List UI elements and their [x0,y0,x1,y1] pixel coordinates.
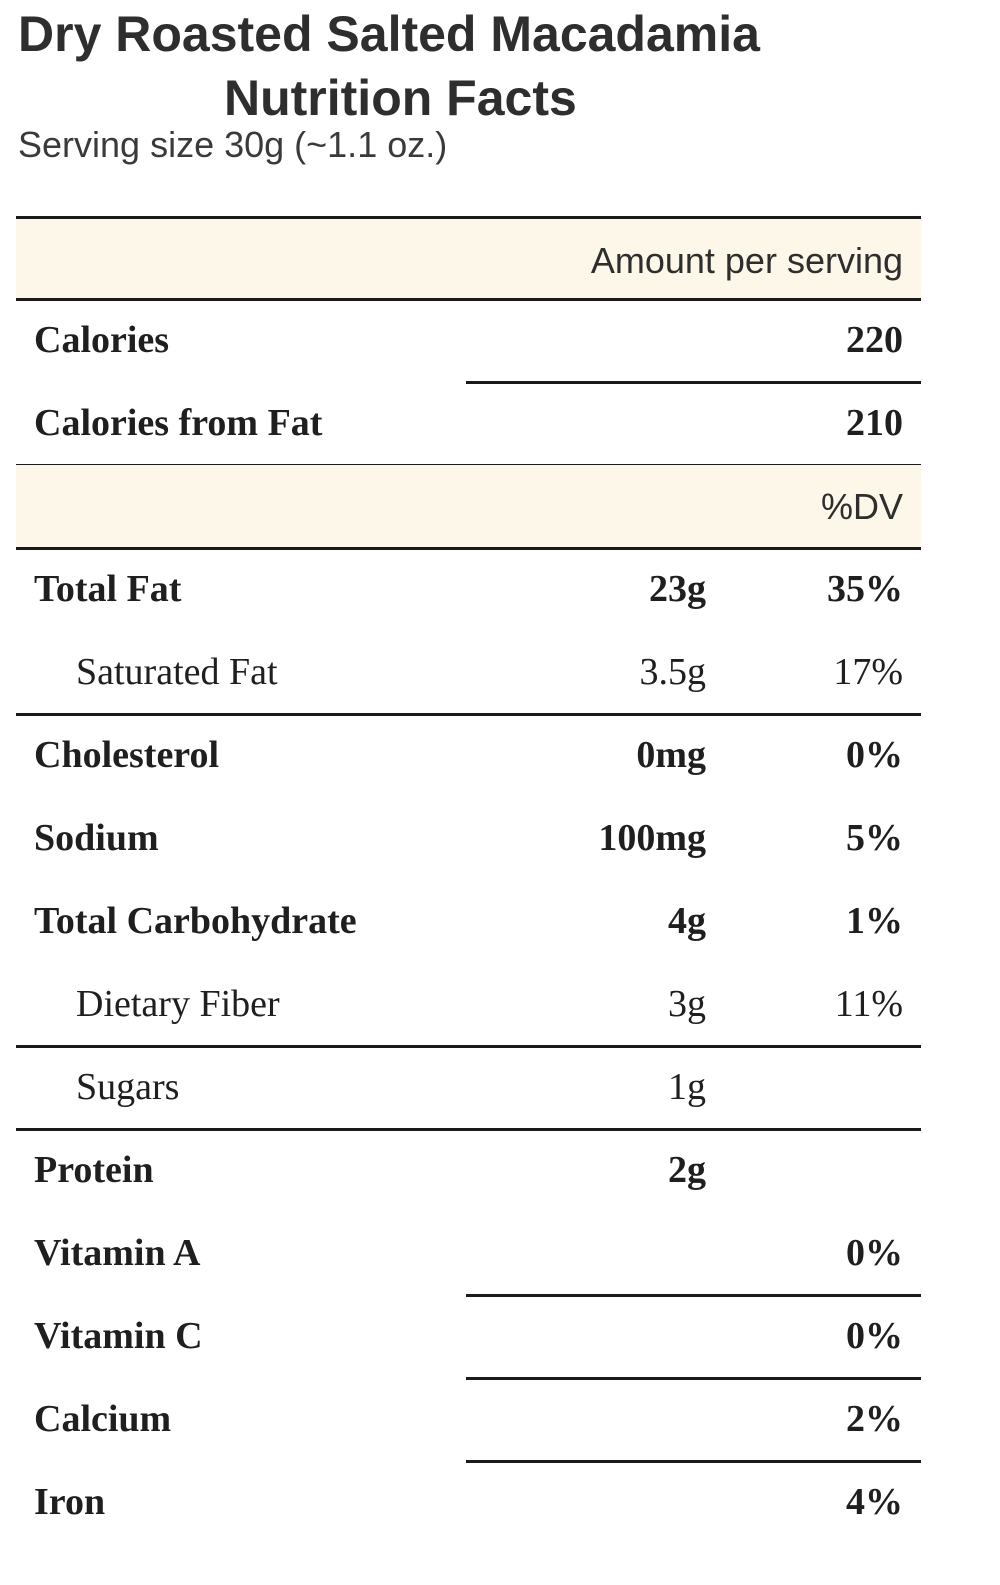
calories-from-fat-value: 210 [846,402,903,444]
divider [466,1377,921,1380]
divider [466,381,921,384]
divider [466,1294,921,1297]
divider [16,547,921,550]
nutrient-label: Total Fat [34,568,182,610]
vitamin-dv: 0% [846,1315,903,1357]
amount-header-row: Amount per serving [16,216,921,301]
nutrient-row: Saturated Fat 3.5g 17% [16,631,921,716]
product-title: Dry Roasted Salted Macadamia Nutrition F… [18,2,818,130]
nutrient-dv: 11% [834,983,903,1025]
nutrient-label: Total Carbohydrate [34,900,357,942]
nutrient-row: Sugars 1g [16,1046,921,1131]
nutrient-amount: 23g [649,568,706,610]
nutrient-amount: 3g [668,983,706,1025]
divider [16,1045,921,1048]
dv-header-row: %DV [16,465,921,550]
nutrient-label: Protein [34,1149,154,1191]
nutrient-row: Total Carbohydrate 4g 1% [16,880,921,963]
nutrient-dv: 35% [827,568,903,610]
label-heading: Nutrition Facts [224,70,577,126]
nutrient-row: Dietary Fiber 3g 11% [16,963,921,1048]
nutrient-amount: 100mg [598,817,706,859]
calories-from-fat-row: Calories from Fat 210 [16,382,921,467]
amount-per-serving-label: Amount per serving [590,240,903,281]
calories-label: Calories [34,319,170,361]
vitamin-row: Iron 4% [16,1461,921,1544]
vitamin-dv: 2% [846,1398,903,1440]
vitamin-row: Calcium 2% [16,1378,921,1463]
nutrient-dv: 5% [846,817,903,859]
vitamin-dv: 0% [846,1232,903,1274]
nutrient-amount: 0mg [636,734,706,776]
calories-value: 220 [846,319,903,361]
nutrient-row: Total Fat 23g 35% [16,548,921,631]
nutrient-label: Cholesterol [34,734,220,776]
divider [16,298,921,301]
calories-from-fat-label: Calories from Fat [34,402,323,444]
dv-header-label: %DV [820,486,903,527]
vitamin-dv: 4% [846,1481,903,1523]
vitamin-label: Iron [34,1481,106,1523]
nutrient-row: Cholesterol 0mg 0% [16,714,921,797]
nutrient-label: Sodium [34,817,159,859]
nutrient-row: Protein 2g [16,1129,921,1212]
nutrient-label: Saturated Fat [76,651,278,693]
vitamin-row: Vitamin C 0% [16,1295,921,1380]
vitamin-label: Calcium [34,1398,172,1440]
vitamin-label: Vitamin A [34,1232,201,1274]
nutrient-amount: 2g [668,1149,706,1191]
nutrition-table: Amount per serving Calories 220 Calories… [16,216,921,1544]
divider [16,713,921,716]
product-name: Dry Roasted Salted Macadamia [18,6,760,62]
nutrient-dv: 1% [846,900,903,942]
vitamin-row: Vitamin A 0% [16,1212,921,1297]
divider [16,1128,921,1131]
nutrient-amount: 4g [668,900,706,942]
nutrient-amount: 3.5g [639,651,707,693]
nutrient-label: Sugars [76,1066,180,1108]
nutrient-dv: 17% [833,651,903,693]
calories-row: Calories 220 [16,299,921,384]
nutrient-amount: 1g [668,1066,706,1108]
divider [466,1460,921,1463]
nutrient-label: Dietary Fiber [76,983,280,1025]
nutrient-dv: 0% [846,734,903,776]
nutrient-row: Sodium 100mg 5% [16,797,921,880]
serving-size: Serving size 30g (~1.1 oz.) [18,124,448,165]
vitamin-label: Vitamin C [34,1315,203,1357]
